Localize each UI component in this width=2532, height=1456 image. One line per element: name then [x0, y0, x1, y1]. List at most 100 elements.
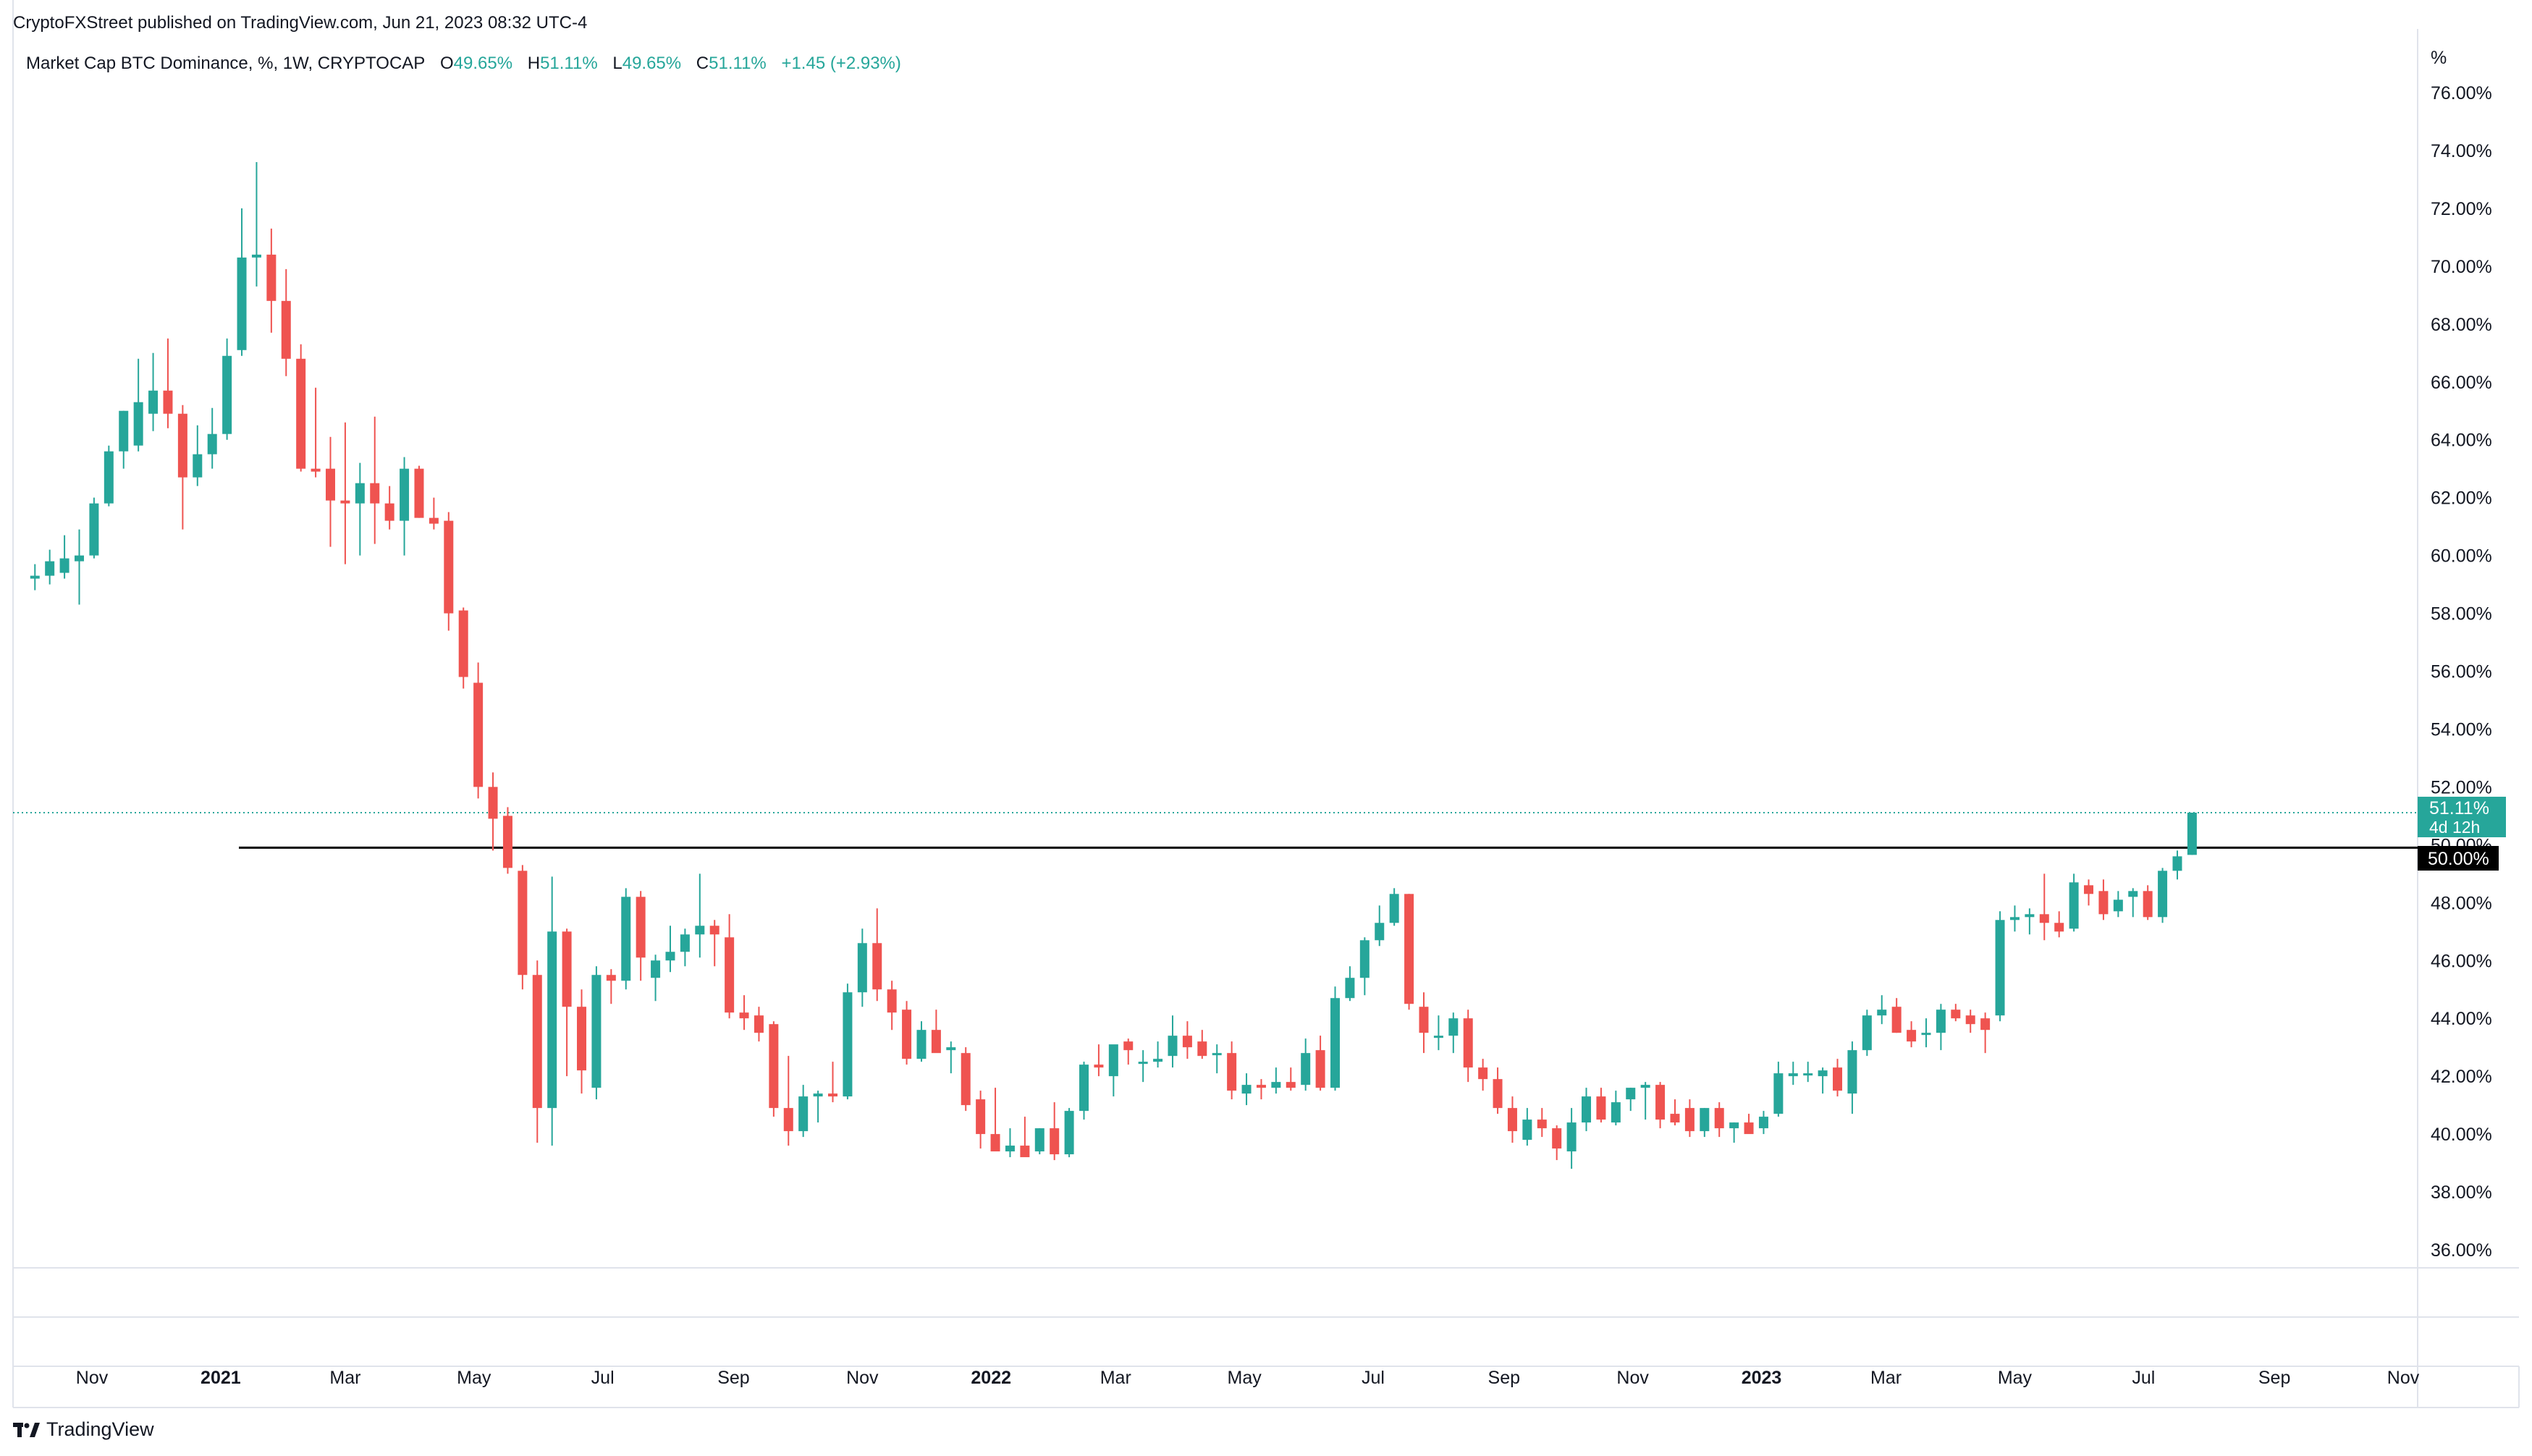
- candle-body: [651, 960, 661, 978]
- candle-body: [1626, 1088, 1636, 1100]
- y-tick-label: 74.00%: [2431, 141, 2492, 161]
- candle-body: [1640, 1085, 1650, 1088]
- candle-body: [813, 1093, 823, 1097]
- candle-body: [163, 390, 173, 414]
- candle-body: [872, 943, 882, 990]
- x-tick-label: May: [1228, 1368, 1262, 1388]
- x-tick-label: Nov: [846, 1368, 879, 1388]
- y-tick-label: 52.00%: [2431, 777, 2492, 797]
- candle-body: [1655, 1085, 1666, 1120]
- candle-body: [1448, 1018, 1459, 1036]
- candle-body: [857, 943, 867, 993]
- candle-body: [518, 871, 528, 975]
- candle-body: [340, 500, 350, 504]
- candle-body: [1389, 894, 1399, 923]
- candle-body: [311, 468, 321, 472]
- candle-body: [562, 931, 572, 1007]
- candle-body: [636, 897, 646, 958]
- candle-body: [783, 1108, 793, 1132]
- open-value: 49.65%: [453, 54, 513, 73]
- candle-body: [1330, 998, 1341, 1088]
- candle-body: [1271, 1082, 1281, 1088]
- brand-label: TradingView: [46, 1418, 154, 1440]
- candle-body: [1108, 1044, 1118, 1077]
- candle-body: [1862, 1015, 1872, 1051]
- price-axis[interactable]: % 76.00% 74.00% 72.00% 70.00% 68.00% 66.00% 64.…: [2431, 48, 2492, 1261]
- candle-body: [2069, 882, 2079, 929]
- candle-body: [1375, 923, 1385, 941]
- candle-body: [1094, 1065, 1104, 1068]
- candle-body: [1404, 894, 1414, 1004]
- candle-body: [1138, 1062, 1148, 1065]
- candle-body: [1493, 1079, 1503, 1109]
- change-value: +1.45 (+2.93%): [781, 54, 901, 73]
- candle-body: [1744, 1122, 1754, 1135]
- tradingview-brand[interactable]: TradingView: [13, 1418, 154, 1441]
- y-tick-label: 36.00%: [2431, 1240, 2492, 1261]
- tradingview-logo-icon: [13, 1422, 40, 1437]
- close-label: C: [696, 54, 709, 73]
- candle-body: [384, 503, 394, 521]
- chart-frame: [12, 0, 2520, 1408]
- candle-body: [1980, 1018, 1991, 1030]
- x-tick-label: Sep: [1488, 1368, 1520, 1388]
- candle-body: [828, 1093, 838, 1097]
- candle-body: [577, 1007, 587, 1071]
- x-tick-label: Jul: [2132, 1368, 2155, 1388]
- price-tags: 51.11%4d 12h 50.00%: [2418, 796, 2506, 871]
- candle-body: [193, 454, 203, 478]
- published-by-text: CryptoFXStreet published on TradingView.…: [13, 13, 588, 33]
- candle-body: [902, 1010, 912, 1059]
- candle-body: [30, 575, 40, 579]
- x-tick-label: Nov: [2387, 1368, 2420, 1388]
- y-tick-label: 54.00%: [2431, 719, 2492, 740]
- candle-body: [1315, 1050, 1325, 1088]
- y-tick-label: 62.00%: [2431, 488, 2492, 509]
- candle-body: [1050, 1128, 1060, 1155]
- candle-body: [429, 517, 439, 524]
- candle-body: [665, 952, 675, 961]
- candle-body: [946, 1047, 956, 1051]
- candle-body: [532, 975, 542, 1109]
- candle-body: [59, 558, 69, 573]
- candle-body: [502, 816, 512, 868]
- candle-body: [1241, 1085, 1252, 1094]
- candle-body: [931, 1030, 941, 1054]
- candle-body: [591, 975, 602, 1088]
- candle-body: [104, 451, 114, 504]
- candle-body: [621, 897, 631, 981]
- candle-body: [1552, 1128, 1562, 1149]
- candle-body: [1153, 1059, 1163, 1062]
- candle-body: [1803, 1073, 1813, 1076]
- candle-body: [75, 555, 85, 562]
- candle-body: [1714, 1108, 1724, 1129]
- candle-body: [119, 410, 129, 452]
- candle-body: [2172, 856, 2182, 871]
- candle-body: [1478, 1067, 1488, 1080]
- candle-body: [1582, 1096, 1592, 1123]
- candle-body: [2098, 891, 2109, 915]
- y-tick-label: 76.00%: [2431, 83, 2492, 103]
- y-tick-label: 60.00%: [2431, 546, 2492, 567]
- candle-body: [473, 682, 484, 787]
- candle-body: [1670, 1114, 1680, 1123]
- candle-body: [237, 257, 247, 350]
- candle-body: [1522, 1119, 1532, 1140]
- candle-body: [251, 254, 261, 258]
- x-tick-label: Nov: [1616, 1368, 1649, 1388]
- current-price-tag: [2418, 796, 2506, 837]
- candle-body: [725, 937, 735, 1013]
- y-tick-label: 64.00%: [2431, 431, 2492, 451]
- candle-body: [990, 1134, 1000, 1152]
- candle-body: [281, 300, 291, 359]
- candle-body: [1227, 1053, 1237, 1091]
- candle-body: [1833, 1067, 1843, 1091]
- candle-body: [1064, 1111, 1074, 1155]
- x-tick-label: Mar: [1100, 1368, 1131, 1388]
- candle-body: [1788, 1073, 1798, 1077]
- candle-body: [2128, 891, 2138, 897]
- candle-body: [296, 358, 306, 469]
- candle-body: [606, 975, 616, 981]
- time-axis[interactable]: Nov 2021 Mar May Jul Sep Nov 2022 Mar May Jul Sep No…: [76, 1368, 2420, 1388]
